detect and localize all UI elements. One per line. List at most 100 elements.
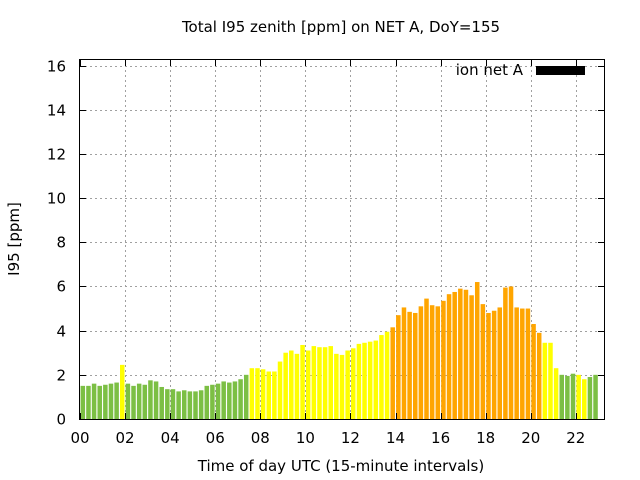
- x-tick-label: 10: [296, 429, 315, 447]
- bar: [80, 385, 86, 419]
- bar: [458, 288, 463, 419]
- bar: [503, 287, 508, 419]
- y-tick-label: 6: [56, 278, 66, 296]
- bar: [379, 335, 384, 419]
- bar: [108, 383, 114, 419]
- bar: [351, 348, 356, 419]
- bar: [260, 369, 266, 419]
- x-tick-label: 18: [476, 429, 495, 447]
- chart-title: Total I95 zenith [ppm] on NET A, DoY=155: [181, 18, 500, 36]
- bar: [429, 305, 435, 419]
- x-tick-label: 06: [206, 429, 225, 447]
- bar: [91, 383, 97, 419]
- y-tick-label: 14: [47, 102, 66, 120]
- bar: [514, 307, 519, 419]
- bar: [463, 289, 469, 419]
- bar: [114, 382, 119, 419]
- bar: [232, 381, 238, 419]
- x-tick-label: 08: [251, 429, 270, 447]
- x-tick-label: 14: [386, 429, 405, 447]
- bar: [181, 390, 187, 419]
- bar: [435, 306, 441, 419]
- legend: ion net A: [456, 61, 585, 79]
- x-tick-label: 04: [161, 429, 180, 447]
- bar: [418, 306, 424, 419]
- bar: [362, 342, 367, 419]
- bar: [520, 308, 525, 419]
- bar: [136, 383, 142, 419]
- bar: [452, 291, 457, 419]
- bar: [384, 331, 390, 419]
- bar: [334, 353, 339, 419]
- bar: [255, 368, 260, 419]
- y-tick-label: 12: [47, 146, 66, 164]
- bar: [215, 383, 221, 419]
- x-tick-label: 22: [566, 429, 585, 447]
- bar: [536, 332, 542, 419]
- bar: [565, 375, 570, 419]
- bar: [227, 382, 232, 419]
- bar: [587, 377, 593, 419]
- bar: [576, 374, 581, 419]
- bar: [480, 304, 486, 419]
- x-tick-label: 16: [431, 429, 450, 447]
- x-tick-label: 00: [70, 429, 89, 447]
- bar: [142, 384, 148, 419]
- bar: [272, 371, 277, 419]
- bar: [542, 342, 548, 419]
- y-tick-label: 2: [56, 367, 66, 385]
- bar: [193, 391, 198, 419]
- bar-series: [80, 282, 598, 419]
- bar: [322, 347, 328, 419]
- bar: [317, 347, 322, 419]
- bar: [469, 295, 474, 419]
- x-tick-label: 12: [341, 429, 360, 447]
- y-tick-label: 10: [47, 190, 66, 208]
- x-tick-label: 02: [116, 429, 135, 447]
- legend-swatch: [536, 66, 585, 75]
- bar: [176, 391, 181, 419]
- bar: [277, 361, 283, 419]
- bar: [525, 308, 531, 419]
- bar: [159, 386, 164, 419]
- bar: [559, 374, 564, 419]
- bar: [491, 310, 497, 419]
- bar: [582, 379, 587, 419]
- bar: [441, 300, 446, 419]
- bar: [125, 383, 131, 419]
- bar: [593, 374, 598, 419]
- bar: [86, 385, 91, 419]
- bar: [221, 381, 226, 419]
- y-tick-label: 8: [56, 234, 66, 252]
- bar: [249, 368, 255, 419]
- bar: [103, 384, 108, 419]
- bar: [238, 379, 243, 419]
- bar: [356, 343, 362, 419]
- bar: [401, 307, 407, 419]
- bar: [548, 342, 553, 419]
- bar: [486, 312, 491, 419]
- bar: [474, 282, 480, 419]
- bar: [289, 350, 294, 419]
- bar: [412, 312, 418, 419]
- bar: [305, 350, 311, 419]
- y-axis-label: I95 [ppm]: [5, 202, 23, 276]
- bar: [153, 381, 159, 419]
- bar: [266, 371, 272, 419]
- bar: [204, 385, 210, 419]
- bar: [165, 389, 170, 419]
- bar: [131, 385, 136, 419]
- y-tick-label: 16: [47, 58, 66, 76]
- bar: [300, 344, 305, 419]
- bar: [294, 353, 300, 419]
- y-tick-label: 4: [56, 323, 66, 341]
- bar: [120, 364, 125, 419]
- bar: [345, 350, 350, 419]
- bar: [187, 391, 193, 419]
- bar: [396, 315, 401, 419]
- bar: [424, 298, 429, 419]
- bar: [373, 340, 379, 419]
- plot-frame: [79, 59, 605, 420]
- bar: [283, 352, 288, 419]
